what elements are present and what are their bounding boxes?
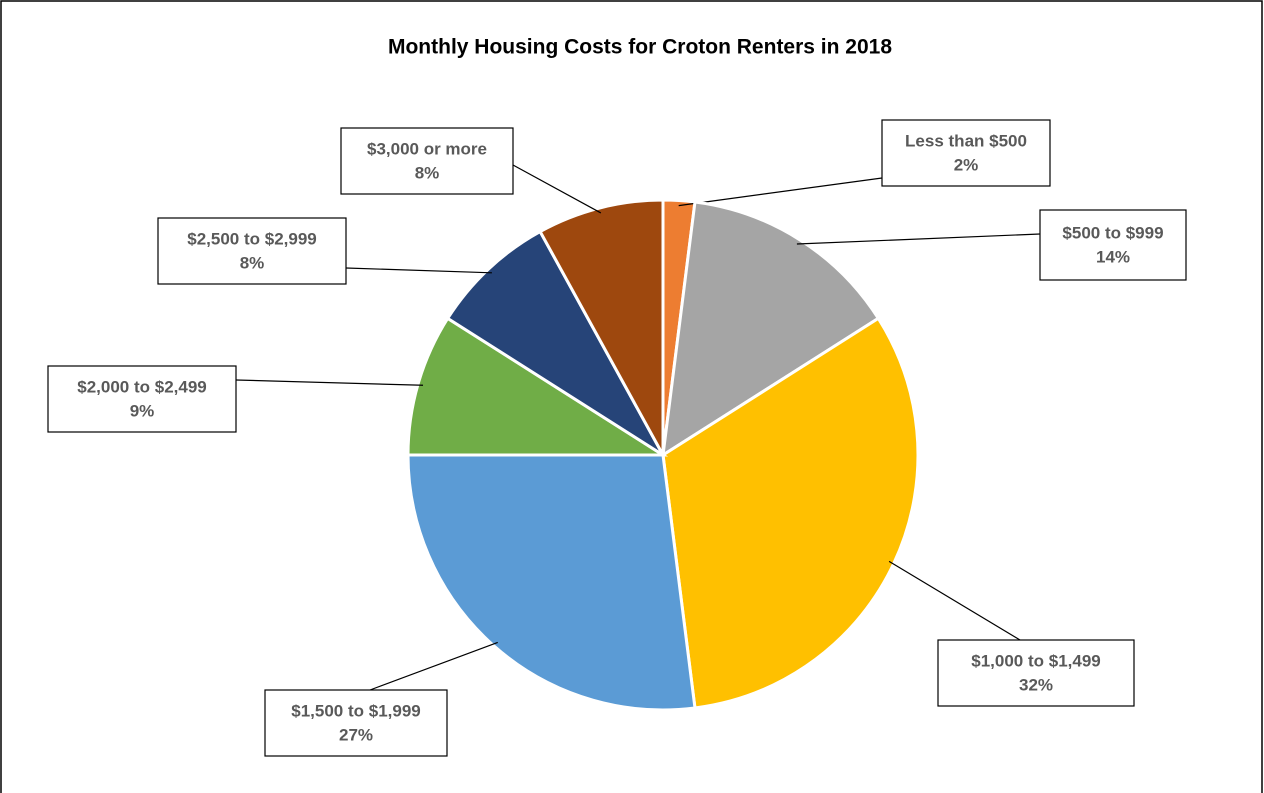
- label-box: [937, 639, 1135, 707]
- leader-line: [369, 641, 498, 691]
- pie-slice: [538, 198, 665, 456]
- category-label: $1,500 to $1,999: [291, 701, 420, 720]
- category-label: $3,000 or more: [367, 139, 487, 158]
- leader-line: [796, 233, 1041, 245]
- pie-slice: [661, 200, 881, 458]
- category-label: $1,000 to $1,499: [971, 651, 1100, 670]
- leader-line: [512, 164, 602, 214]
- value-label: 9%: [130, 401, 155, 420]
- value-label: 2%: [954, 155, 979, 174]
- category-label: $2,500 to $2,999: [187, 229, 316, 248]
- label-box: [340, 127, 514, 195]
- value-label: 32%: [1019, 675, 1053, 694]
- pie-slice: [406, 453, 697, 712]
- category-label: $2,000 to $2,499: [77, 377, 206, 396]
- leader-line: [345, 267, 492, 274]
- value-label: 27%: [339, 725, 373, 744]
- label-box: [47, 365, 237, 433]
- label-box: [1039, 209, 1187, 281]
- label-box: [264, 689, 448, 757]
- leader-line: [888, 560, 1021, 641]
- label-box: [881, 119, 1051, 187]
- leader-line: [235, 379, 424, 386]
- category-label: Less than $500: [905, 131, 1027, 150]
- chart-title: Monthly Housing Costs for Croton Renters…: [388, 36, 892, 59]
- label-box: [157, 217, 347, 285]
- category-label: $500 to $999: [1062, 223, 1163, 242]
- pie-slice: [445, 229, 665, 457]
- value-label: 14%: [1096, 247, 1130, 266]
- value-label: 8%: [415, 163, 440, 182]
- leader-line: [678, 177, 883, 207]
- value-label: 8%: [240, 253, 265, 272]
- pie-slice: [406, 316, 669, 457]
